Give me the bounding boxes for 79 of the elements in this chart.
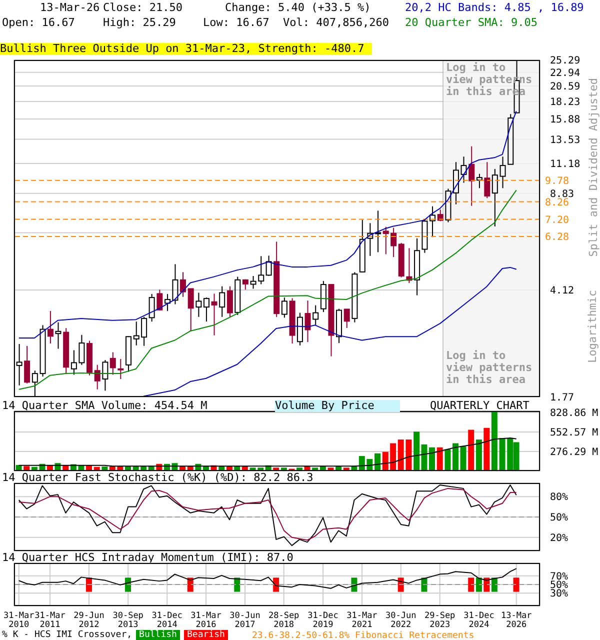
candlestick: [47, 310, 54, 344]
text: 13-Mar-26: [40, 1, 100, 14]
y-tick-label: 18.23: [550, 96, 580, 108]
y-tick-label: 20.59: [550, 82, 580, 93]
text: Change: 5.40 (+33.5 %): [225, 1, 371, 14]
bar: [468, 430, 474, 471]
y-tick-label: 15.88: [550, 114, 580, 126]
x-tick-label: 31-Dec 2014: [152, 611, 182, 630]
candlestick: [196, 292, 202, 318]
text: Bearish: [184, 630, 228, 640]
text: Close: 21.50: [103, 1, 182, 14]
annotation: Volume By Price: [275, 399, 400, 412]
y-tick-label: 50%: [550, 512, 568, 524]
x-tick-label: 31-Mar 2011: [34, 611, 66, 630]
candlestick: [414, 238, 420, 296]
candlestick: [180, 272, 186, 298]
chart-title: 14 Quarter HCS Intraday Momentum (IMI): 87.0: [2, 551, 294, 564]
x-tick-label: 28-Sep 2018: [268, 611, 300, 630]
y-tick-label: 828.86 M: [550, 408, 598, 419]
text: 23.6-38.2-50-61.8% Fibonacci Retracements: [252, 630, 474, 640]
candlestick: [211, 293, 218, 336]
x-tick-label: 30-Jun 2017: [230, 611, 260, 630]
y-tick-label: 80%: [550, 492, 568, 504]
x-tick-label: 29-Sep 2023: [424, 611, 456, 630]
y-tick-label: 11.18: [550, 158, 580, 170]
annotation: Log in to view patterns in this area: [446, 349, 534, 386]
text: 20,2 HC Bands: 4.85 , 16.89: [405, 1, 584, 14]
x-tick-label: 29-Jun 2012: [74, 611, 104, 630]
x-tick-label: 30-Sep 2013: [112, 611, 144, 630]
y-tick-label: 276.29 M: [550, 446, 598, 458]
ref-line-label: 6.28: [545, 232, 570, 244]
text: Open: 16.67: [2, 16, 75, 29]
x-tick-label: 31-Mar 2021: [346, 611, 378, 630]
y-tick-label: 30%: [550, 588, 568, 600]
y-tick-label: 13.53: [550, 134, 580, 146]
candlestick: [304, 300, 311, 343]
candlestick: [55, 322, 62, 350]
x-tick-label: 13-Mar 2026: [500, 611, 532, 630]
candlestick: [118, 358, 124, 380]
text: 20 Quarter SMA: 9.05: [405, 16, 538, 29]
text: Vol: 407,856,260: [283, 16, 389, 29]
candlestick: [492, 168, 498, 227]
bar: [484, 428, 490, 471]
line-series: [18, 568, 517, 589]
candlestick: [500, 156, 506, 189]
bar: [491, 411, 498, 471]
x-tick-label: 30-Jun 2022: [386, 611, 416, 630]
x-tick-label: 31-Dec 2019: [308, 611, 338, 630]
x-tick-label: 31-Mar 2016: [190, 611, 222, 630]
ref-line-label: 9.78: [545, 176, 570, 187]
text: Bullish: [136, 630, 180, 640]
text: Low: 16.67: [203, 16, 270, 29]
text: Logarithmic: [586, 290, 599, 363]
line-series: [18, 438, 517, 467]
bar: [476, 440, 482, 471]
y-tick-label: 22.94: [550, 68, 580, 79]
candlestick: [468, 146, 475, 206]
candlestick: [367, 222, 374, 256]
ref-line-label: 7.20: [545, 214, 570, 226]
y-tick-label: 552.57 M: [550, 427, 598, 438]
x-tick-label: 31-Dec 2024: [464, 611, 494, 630]
chart-title: 14 Quarter Fast Stochastic (%K) (%D): 82.2 86.3: [2, 471, 314, 484]
annotation: QUARTERLY CHART: [430, 399, 530, 412]
y-tick-label: 25.29: [550, 56, 580, 66]
candlestick: [16, 343, 22, 386]
ref-line-label: 8.26: [545, 197, 570, 208]
text: Bullish Three Outside Up on 31-Mar-23, Strength: -480.7: [0, 42, 372, 55]
legend-title: % K - HCS IMI Crossover,: [2, 630, 132, 640]
y-tick-label: 20%: [550, 532, 568, 544]
y-tick-label: 1.77: [550, 392, 574, 404]
bar: [436, 447, 443, 471]
candlestick: [375, 210, 382, 253]
x-tick-label: 31-Mar 2010: [4, 611, 34, 630]
bar: [444, 449, 451, 471]
y-axis-title: Split and Dividend Adjusted: [587, 78, 600, 257]
bar: [428, 447, 435, 471]
chart-title: 14 Quarter SMA Volume: 454.54 M: [2, 399, 208, 412]
y-tick-label: 4.12: [550, 285, 574, 296]
text: High: 25.29: [103, 16, 176, 29]
